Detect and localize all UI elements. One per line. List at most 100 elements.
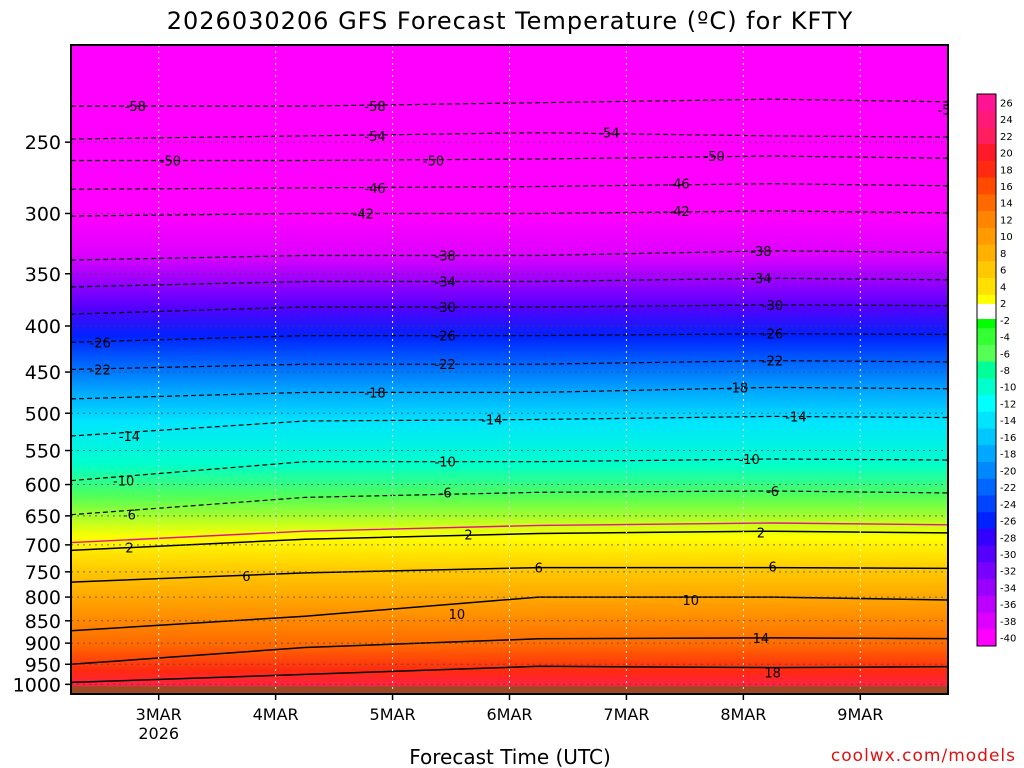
contour-label: -34 (750, 272, 771, 287)
colorbar-swatch (977, 545, 996, 563)
colorbar-label: -4 (1000, 333, 1010, 344)
contour-line (71, 359, 948, 370)
contour-line (71, 665, 948, 684)
x-tick-label: 6MAR (486, 705, 532, 724)
colorbar-label: 26 (1000, 98, 1013, 109)
zero-degree-line (71, 522, 948, 544)
x-tick-label: 4MAR (253, 705, 299, 724)
x-tick-label: 8MAR (720, 705, 766, 724)
contour-label: -14 (119, 430, 140, 445)
contour-label: 6 (768, 561, 776, 576)
colorbar-label: -18 (1000, 450, 1016, 461)
colorbar-swatch (977, 328, 996, 346)
colorbar-label: -26 (1000, 517, 1016, 528)
colorbar-label: -20 (1000, 466, 1016, 477)
colorbar-label: 10 (1000, 232, 1013, 243)
y-tick-label: 250 (25, 132, 61, 154)
colorbar-swatch (977, 261, 996, 279)
colorbar-swatch (977, 512, 996, 530)
x-tick-label: 5MAR (370, 705, 416, 724)
contour-line (71, 304, 948, 315)
contour-label: -22 (435, 358, 456, 373)
colorbar-swatch (977, 411, 996, 430)
colorbar-swatch (977, 127, 996, 145)
contour-label: -42 (353, 207, 374, 222)
contour-line (71, 183, 948, 190)
contour-label: -54 (598, 127, 619, 142)
contour-label: 2 (125, 542, 133, 557)
contour-line (71, 637, 948, 666)
x-tick-sublabel: 2026 (138, 724, 179, 743)
colorbar-label: 4 (1000, 282, 1006, 293)
colorbar-label: -8 (1000, 366, 1010, 377)
colorbar-swatch (977, 160, 996, 179)
colorbar-label: -40 (1000, 634, 1016, 645)
contour-lines: -58-58-54-54-54-50-50-50-50-46-46-46-42-… (71, 98, 948, 684)
contour-line (71, 415, 948, 437)
y-axis: 2503003504004505005506006507007508008509… (13, 132, 71, 696)
colorbar-label: -16 (1000, 433, 1016, 444)
credit-text[interactable]: coolwx.com/models (831, 746, 1016, 766)
colorbar-swatch (977, 612, 996, 630)
colorbar-label: -24 (1000, 500, 1016, 511)
colorbar-label: 6 (1000, 266, 1006, 277)
contour-label: -18 (364, 386, 385, 401)
contour-label: 10 (449, 608, 466, 623)
contour-label: -42 (668, 205, 689, 220)
contour-label: -10 (739, 453, 760, 468)
grid-lines (71, 45, 948, 694)
colorbar-swatch (977, 94, 996, 112)
colorbar-swatch (977, 428, 996, 446)
colorbar-frame (976, 93, 997, 647)
contour-label: -6 (766, 485, 779, 500)
colorbar-label: -32 (1000, 567, 1016, 578)
contour-label: 6 (242, 570, 250, 585)
colorbar-label: 16 (1000, 182, 1013, 193)
contour-label: -38 (435, 249, 456, 264)
colorbar-swatch (977, 595, 996, 614)
contour-label: -22 (762, 355, 783, 370)
contour-label: -50 (160, 155, 181, 170)
contour-label: -10 (113, 475, 134, 490)
colorbar-label: -12 (1000, 399, 1016, 410)
y-tick-label: 350 (25, 264, 61, 286)
colorbar-swatch (977, 478, 996, 496)
colorbar-swatch (977, 462, 996, 480)
colorbar-swatch (977, 244, 996, 262)
contour-label: -14 (785, 410, 806, 425)
colorbar-label: -2 (1000, 316, 1010, 327)
y-tick-label: 650 (25, 506, 61, 528)
colorbar-label: -6 (1000, 349, 1010, 360)
y-tick-label: 1000 (13, 674, 61, 696)
contour-label: -10 (435, 456, 456, 471)
colorbar-swatch (977, 344, 996, 363)
contour-line (71, 490, 948, 516)
colorbar-label: -30 (1000, 550, 1016, 561)
y-tick-label: 600 (25, 475, 61, 497)
colorbar-label: 24 (1000, 115, 1013, 126)
ground-fill (71, 686, 948, 694)
x-tick-label: 3MAR (136, 705, 182, 724)
contour-label: 6 (535, 562, 543, 577)
colorbar-label: 12 (1000, 215, 1013, 226)
y-tick-label: 450 (25, 362, 61, 384)
contour-label: -22 (90, 363, 111, 378)
contour-label: -30 (762, 299, 783, 314)
contour-line (71, 566, 948, 583)
colorbar-swatch (977, 211, 996, 229)
contour-line (71, 210, 948, 217)
contour-label: -26 (435, 330, 456, 345)
colorbar-zero-swatch (977, 303, 996, 319)
chart-title: 2026030206 GFS Forecast Temperature (ºC)… (167, 7, 854, 35)
colorbar-swatch (977, 495, 996, 513)
contour-label: 2 (464, 529, 472, 544)
colorbar-label: 14 (1000, 199, 1013, 210)
contour-label: 14 (753, 632, 770, 647)
colorbar-swatch (977, 361, 996, 379)
colorbar-swatch (977, 445, 996, 463)
y-tick-label: 850 (25, 611, 61, 633)
contour-label: -30 (435, 301, 456, 316)
contour-label: -50 (704, 150, 725, 165)
